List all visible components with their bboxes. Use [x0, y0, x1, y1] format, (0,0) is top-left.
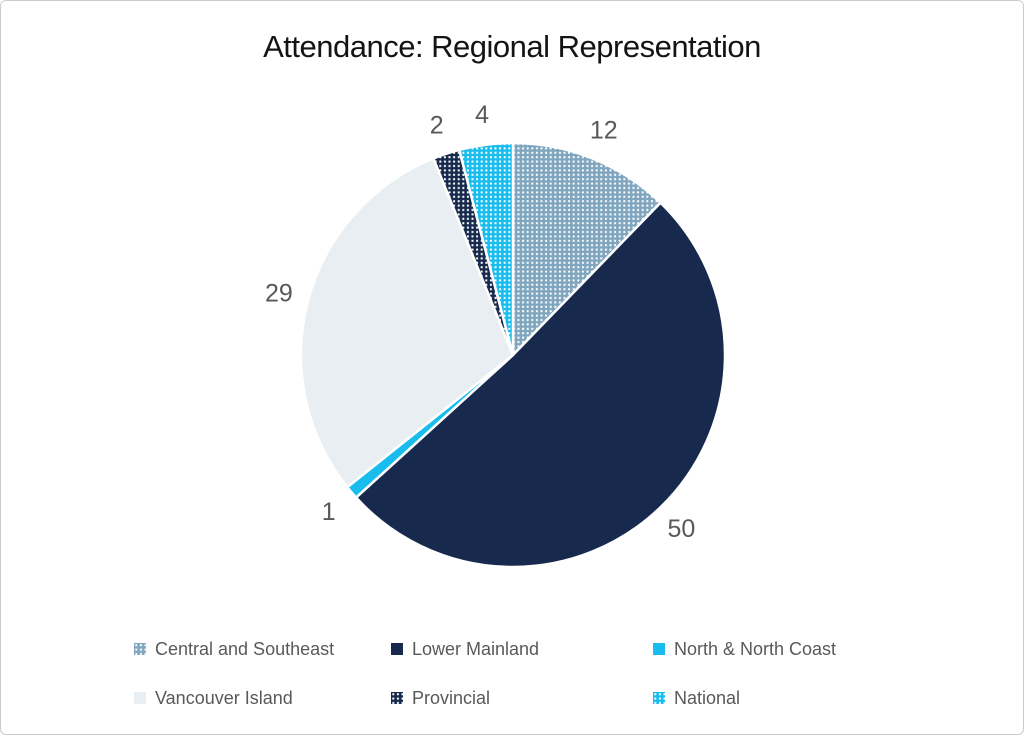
data-label-vancouver-island: 29: [265, 280, 293, 308]
legend-swatch-icon: [391, 692, 403, 704]
legend-item-provincial: Provincial: [391, 687, 490, 709]
legend-item-north-north-coast: North & North Coast: [653, 638, 836, 660]
legend-swatch-icon: [391, 643, 403, 655]
legend-label: Lower Mainland: [412, 638, 540, 659]
legend-swatch-icon: [134, 692, 146, 704]
legend-label: Central and Southeast: [155, 638, 335, 659]
legend-item-national: National: [653, 687, 740, 709]
pie-slice-vancouver-island: [299, 157, 515, 489]
chart-title: Attendance: Regional Representation: [263, 29, 761, 64]
legend-item-vancouver-island: Vancouver Island: [134, 687, 293, 709]
legend-item-lower-mainland: Lower Mainland: [391, 638, 539, 660]
pie-chart-canvas: 12 50 1 29 2 4: [265, 101, 727, 569]
legend-swatch-icon: [653, 643, 665, 655]
pie-slice-lower-mainland: [354, 201, 727, 569]
data-label-north-north-coast: 1: [322, 498, 336, 526]
legend-label: Vancouver Island: [155, 687, 293, 708]
legend-swatch-icon: [653, 692, 665, 704]
pie-slice-national: [457, 141, 515, 357]
legend-label: National: [674, 687, 741, 708]
legend-label: North & North Coast: [674, 638, 837, 659]
data-label-central-and-southeast: 12: [590, 117, 618, 145]
data-label-lower-mainland: 50: [667, 515, 695, 543]
data-label-national: 4: [475, 101, 489, 129]
data-label-provincial: 2: [430, 111, 444, 139]
legend-label: Provincial: [412, 687, 491, 708]
pie-slice-central-and-southeast: [511, 141, 662, 357]
legend-item-central-and-southeast: Central and Southeast: [134, 638, 334, 660]
legend-swatch-icon: [134, 643, 146, 655]
